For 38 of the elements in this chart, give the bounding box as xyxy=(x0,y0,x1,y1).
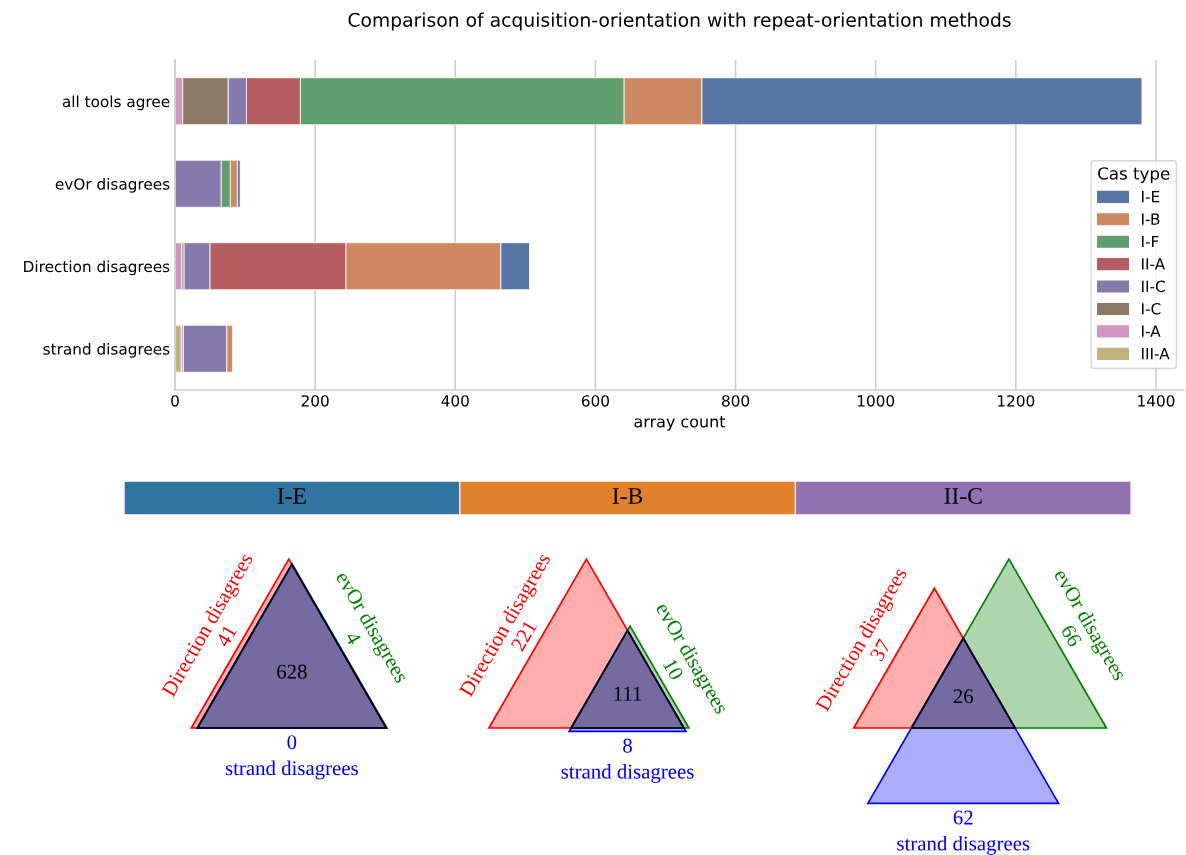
data-label: 41 xyxy=(215,624,237,648)
text: 111 xyxy=(614,686,642,701)
x-tick-label: 600 xyxy=(581,395,609,407)
y-tick-label: evOr disagrees xyxy=(55,177,170,193)
data-label: 0 xyxy=(287,735,297,750)
y-tick-label: Direction disagrees xyxy=(24,260,170,276)
text: 628 xyxy=(277,664,307,679)
legend-label: I-F xyxy=(1142,235,1159,248)
legend-label: I-A xyxy=(1142,325,1161,337)
text: I-B xyxy=(612,488,643,504)
data-label: 62 xyxy=(953,810,973,825)
x-tick-label: 0 xyxy=(171,395,179,407)
legend-label: III-A xyxy=(1142,348,1170,360)
text: II-C xyxy=(944,488,982,504)
legend-label: I-B xyxy=(1142,213,1160,225)
category-label: strand disagrees xyxy=(225,760,358,780)
y-tick-label: all tools agree xyxy=(62,95,170,111)
category-label: strand disagrees xyxy=(561,763,694,783)
x-axis-title: array count xyxy=(634,416,726,431)
text: I-E xyxy=(277,488,306,504)
legend-label: II-A xyxy=(1142,258,1166,270)
data-label: 4 xyxy=(344,630,362,646)
x-tick-label: 800 xyxy=(722,395,750,407)
x-tick-label: 1000 xyxy=(857,395,895,407)
legend-label: I-C xyxy=(1142,303,1161,315)
x-tick-label: 1200 xyxy=(998,395,1035,407)
category-label: strand disagrees xyxy=(897,835,1030,855)
legend-label: I-E xyxy=(1142,191,1160,203)
x-tick-label: 400 xyxy=(441,395,469,407)
x-tick-label: 1400 xyxy=(1138,395,1175,407)
chart-title: Comparison of acquisition-orientation with repeat-orientation methods xyxy=(348,12,1011,31)
legend-label: II-C xyxy=(1142,280,1165,293)
y-tick-label: strand disagrees xyxy=(43,342,170,358)
legend-title: Cas type xyxy=(1098,167,1170,183)
text: 26 xyxy=(953,689,974,704)
data-label: 37 xyxy=(869,638,892,662)
x-tick-label: 200 xyxy=(301,395,329,407)
data-label: 8 xyxy=(623,738,632,753)
